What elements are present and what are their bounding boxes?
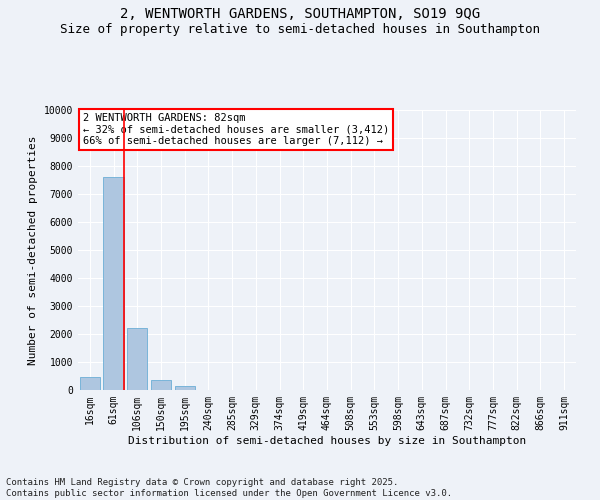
X-axis label: Distribution of semi-detached houses by size in Southampton: Distribution of semi-detached houses by … [128,436,526,446]
Text: 2 WENTWORTH GARDENS: 82sqm
← 32% of semi-detached houses are smaller (3,412)
66%: 2 WENTWORTH GARDENS: 82sqm ← 32% of semi… [83,113,389,146]
Bar [80,376,100,390]
Text: Size of property relative to semi-detached houses in Southampton: Size of property relative to semi-detach… [60,22,540,36]
Bar [151,380,171,390]
Bar [175,386,195,390]
Text: Contains HM Land Registry data © Crown copyright and database right 2025.
Contai: Contains HM Land Registry data © Crown c… [6,478,452,498]
Bar [127,328,148,390]
Bar [103,177,124,390]
Y-axis label: Number of semi-detached properties: Number of semi-detached properties [28,135,38,365]
Text: 2, WENTWORTH GARDENS, SOUTHAMPTON, SO19 9QG: 2, WENTWORTH GARDENS, SOUTHAMPTON, SO19 … [120,8,480,22]
